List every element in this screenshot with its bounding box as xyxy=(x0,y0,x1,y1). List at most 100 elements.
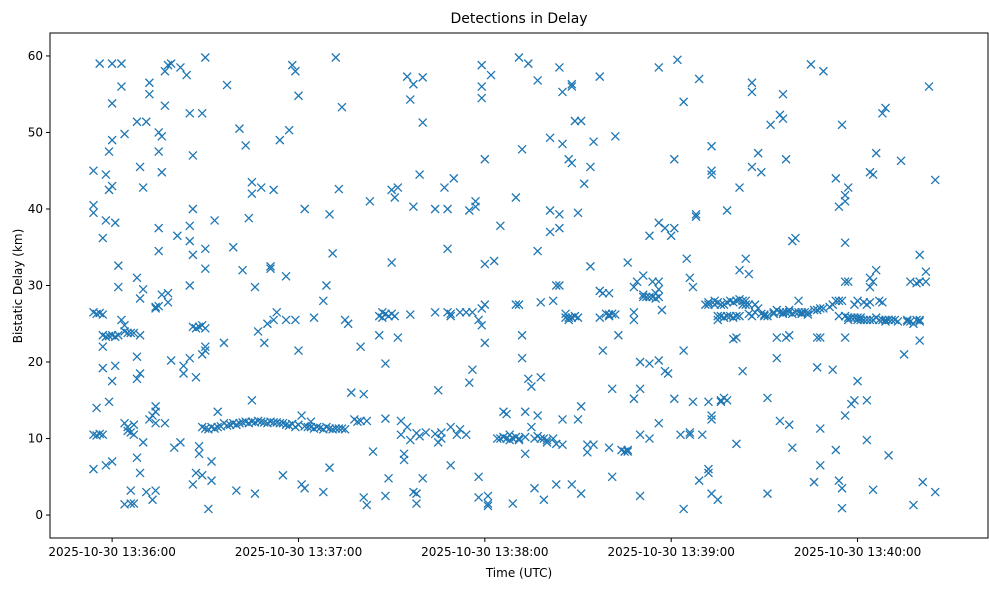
data-point xyxy=(629,307,639,317)
data-point xyxy=(871,265,881,275)
data-point xyxy=(865,315,875,325)
data-point xyxy=(380,414,390,424)
data-point xyxy=(635,430,645,440)
data-point xyxy=(567,82,577,92)
data-point xyxy=(812,362,822,372)
data-point xyxy=(539,495,549,505)
data-point xyxy=(144,78,154,88)
data-point xyxy=(794,296,803,306)
data-point xyxy=(287,60,297,70)
data-point xyxy=(166,59,176,69)
data-point xyxy=(731,439,741,449)
data-point xyxy=(477,60,487,70)
data-point xyxy=(353,417,362,427)
data-point xyxy=(399,449,409,459)
data-point xyxy=(691,209,701,219)
data-point xyxy=(558,440,567,450)
data-point xyxy=(191,372,201,382)
data-point xyxy=(843,183,853,193)
data-point xyxy=(837,296,847,306)
data-point xyxy=(704,464,713,474)
data-point xyxy=(464,378,474,388)
data-point xyxy=(685,273,695,283)
data-point xyxy=(688,397,698,407)
data-point xyxy=(790,233,800,243)
data-point xyxy=(253,326,263,336)
y-axis-label: Bistatic Delay (km) xyxy=(11,229,25,344)
data-point xyxy=(297,411,307,421)
data-point xyxy=(318,487,328,497)
data-point xyxy=(604,288,614,298)
data-point xyxy=(735,265,744,275)
data-point xyxy=(321,422,331,432)
data-point xyxy=(104,397,114,407)
data-point xyxy=(881,103,890,113)
data-point xyxy=(151,486,161,496)
data-point xyxy=(573,313,583,323)
data-point xyxy=(526,422,536,432)
data-point xyxy=(595,313,605,323)
data-point xyxy=(514,435,524,445)
data-point xyxy=(707,170,717,180)
data-point xyxy=(613,330,623,340)
data-point xyxy=(300,204,310,214)
data-point xyxy=(731,333,741,342)
data-point xyxy=(747,87,757,97)
data-point xyxy=(92,403,102,413)
data-point xyxy=(679,504,689,514)
data-point xyxy=(924,82,934,92)
data-point xyxy=(589,137,599,147)
data-point xyxy=(666,231,676,241)
data-point xyxy=(704,468,713,478)
data-point xyxy=(483,491,493,501)
data-point xyxy=(809,477,819,487)
data-point xyxy=(573,208,583,218)
data-point xyxy=(657,305,667,315)
data-point xyxy=(654,292,664,302)
data-point xyxy=(157,131,167,141)
data-point xyxy=(290,66,300,76)
data-point xyxy=(98,342,108,352)
data-point xyxy=(439,183,449,193)
y-tick-label: 0 xyxy=(35,508,43,522)
data-point xyxy=(915,317,925,326)
data-point xyxy=(669,394,679,404)
data-point xyxy=(918,477,928,487)
data-point xyxy=(356,342,366,352)
data-point xyxy=(536,297,546,307)
data-point xyxy=(915,336,925,346)
data-point xyxy=(778,114,788,124)
plot-area-frame xyxy=(49,32,989,539)
data-point xyxy=(194,441,204,451)
data-point xyxy=(638,271,648,281)
data-point xyxy=(554,62,564,72)
data-point xyxy=(408,202,418,212)
data-point xyxy=(837,120,847,130)
data-point xyxy=(530,483,539,493)
data-point xyxy=(554,281,564,290)
data-point xyxy=(132,374,142,384)
data-point xyxy=(629,315,639,325)
data-point xyxy=(95,59,105,69)
data-point xyxy=(269,315,279,325)
data-point xyxy=(595,72,605,82)
data-point xyxy=(160,101,170,111)
data-point xyxy=(644,434,654,443)
data-point xyxy=(222,421,232,430)
data-point xyxy=(138,284,148,294)
data-point xyxy=(393,333,403,342)
data-point xyxy=(244,213,254,223)
data-point xyxy=(868,277,878,287)
data-point xyxy=(359,492,369,502)
data-point xyxy=(418,118,428,127)
data-point xyxy=(629,282,639,292)
data-point xyxy=(759,311,769,321)
data-point xyxy=(408,487,418,497)
data-point xyxy=(120,129,130,139)
data-point xyxy=(930,175,940,185)
data-point xyxy=(685,427,695,437)
data-point xyxy=(915,315,925,325)
data-point xyxy=(337,424,347,434)
data-point xyxy=(163,288,173,298)
data-point xyxy=(536,372,546,382)
